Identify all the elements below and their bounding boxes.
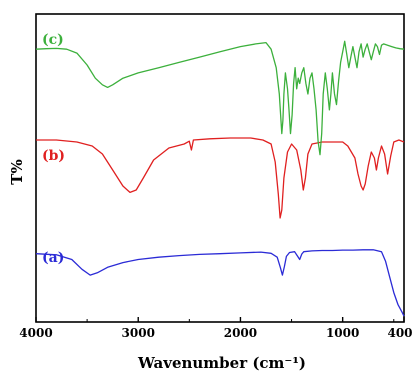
x-tick-label: 400 xyxy=(387,326,412,340)
series-labels: (a) (b) (c) xyxy=(42,32,65,266)
series-label-b: (b) xyxy=(42,148,65,164)
x-tick-label: 4000 xyxy=(19,326,52,340)
x-tick-label: 1000 xyxy=(326,326,359,340)
series-line-b xyxy=(36,137,405,219)
series-line-c xyxy=(35,40,405,156)
x-axis-title: Wavenumber (cm⁻¹) xyxy=(137,354,306,372)
series-label-c: (c) xyxy=(42,32,64,48)
x-ticks xyxy=(35,317,405,322)
series-line-a xyxy=(35,249,405,317)
series-label-a: (a) xyxy=(42,250,64,266)
plot-frame xyxy=(35,13,405,323)
series-lines xyxy=(35,40,405,317)
x-tick-label: 3000 xyxy=(122,326,155,340)
x-tick-label: 2000 xyxy=(224,326,257,340)
x-tick-labels: 4000 3000 2000 1000 400 xyxy=(19,326,412,340)
y-axis-title: T% xyxy=(8,159,26,184)
